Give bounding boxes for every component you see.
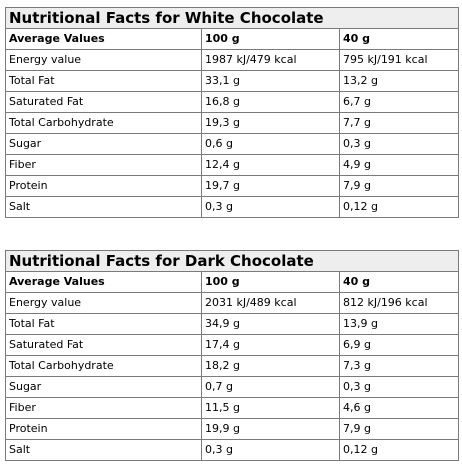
table-row: Energy value 1987 kJ/479 kcal 795 kJ/191… <box>5 49 459 71</box>
nutrient-name: Energy value <box>5 292 202 314</box>
table-row: Total Carbohydrate 19,3 g 7,7 g <box>5 112 459 134</box>
value-per-40g: 7,9 g <box>339 175 459 197</box>
value-per-100g: 19,7 g <box>201 175 340 197</box>
value-per-100g: 19,9 g <box>201 418 340 440</box>
value-per-40g: 0,3 g <box>338 376 460 398</box>
value-per-100g: 12,4 g <box>201 154 340 176</box>
value-per-100g: 0,3 g <box>201 439 340 461</box>
value-per-100g: 0,6 g <box>201 133 340 155</box>
value-per-40g: 0,12 g <box>338 439 460 461</box>
nutrient-name: Total Carbohydrate <box>5 355 202 377</box>
value-per-40g: 812 kJ/196 kcal <box>338 292 460 314</box>
table-row: Sugar 0,6 g 0,3 g <box>5 133 459 155</box>
white-chocolate-nutrition-table: Nutritional Facts for White Chocolate Av… <box>5 7 459 218</box>
value-per-100g: 1987 kJ/479 kcal <box>201 49 340 71</box>
value-per-100g: 0,3 g <box>201 196 340 218</box>
nutrient-name: Total Fat <box>5 313 202 335</box>
value-per-40g: 4,6 g <box>338 397 460 419</box>
table-header-row: Average Values 100 g 40 g <box>5 271 460 293</box>
value-per-100g: 34,9 g <box>201 313 340 335</box>
value-per-100g: 0,7 g <box>201 376 340 398</box>
table-title-row: Nutritional Facts for Dark Chocolate <box>4 250 460 272</box>
table-row: Protein 19,9 g 7,9 g <box>5 418 460 440</box>
value-per-100g: 18,2 g <box>201 355 340 377</box>
value-per-40g: 7,9 g <box>338 418 460 440</box>
value-per-100g: 17,4 g <box>201 334 340 356</box>
table-title: Nutritional Facts for White Chocolate <box>5 7 459 29</box>
value-per-40g: 7,7 g <box>339 112 459 134</box>
nutrient-name: Fiber <box>5 397 202 419</box>
value-per-100g: 19,3 g <box>201 112 340 134</box>
table-header-row: Average Values 100 g 40 g <box>5 28 459 50</box>
value-per-40g: 13,2 g <box>339 70 459 92</box>
nutrient-name: Salt <box>5 196 202 218</box>
table-row: Salt 0,3 g 0,12 g <box>5 196 459 218</box>
nutrient-name: Sugar <box>5 133 202 155</box>
table-row: Saturated Fat 17,4 g 6,9 g <box>5 334 460 356</box>
table-title-row: Nutritional Facts for White Chocolate <box>5 7 459 29</box>
nutrient-name: Total Fat <box>5 70 202 92</box>
table-row: Salt 0,3 g 0,12 g <box>5 439 460 461</box>
value-per-40g: 0,12 g <box>339 196 459 218</box>
column-header-per-100g: 100 g <box>201 28 340 50</box>
table-row: Sugar 0,7 g 0,3 g <box>5 376 460 398</box>
value-per-40g: 6,9 g <box>338 334 460 356</box>
nutrient-name: Total Carbohydrate <box>5 112 202 134</box>
value-per-100g: 11,5 g <box>201 397 340 419</box>
value-per-40g: 6,7 g <box>339 91 459 113</box>
value-per-100g: 16,8 g <box>201 91 340 113</box>
nutrient-name: Saturated Fat <box>5 334 202 356</box>
column-header-per-40g: 40 g <box>339 28 459 50</box>
value-per-40g: 0,3 g <box>339 133 459 155</box>
table-row: Protein 19,7 g 7,9 g <box>5 175 459 197</box>
table-row: Saturated Fat 16,8 g 6,7 g <box>5 91 459 113</box>
table-row: Fiber 12,4 g 4,9 g <box>5 154 459 176</box>
nutrient-name: Protein <box>5 175 202 197</box>
value-per-100g: 33,1 g <box>201 70 340 92</box>
nutrient-name: Saturated Fat <box>5 91 202 113</box>
value-per-100g: 2031 kJ/489 kcal <box>201 292 340 314</box>
value-per-40g: 4,9 g <box>339 154 459 176</box>
nutrient-name: Fiber <box>5 154 202 176</box>
column-header-per-100g: 100 g <box>201 271 340 293</box>
table-row: Total Fat 33,1 g 13,2 g <box>5 70 459 92</box>
value-per-40g: 795 kJ/191 kcal <box>339 49 459 71</box>
nutrient-name: Sugar <box>5 376 202 398</box>
nutrient-name: Salt <box>5 439 202 461</box>
table-row: Energy value 2031 kJ/489 kcal 812 kJ/196… <box>5 292 460 314</box>
table-title: Nutritional Facts for Dark Chocolate <box>4 250 460 272</box>
column-header-per-40g: 40 g <box>338 271 460 293</box>
nutrient-name: Protein <box>5 418 202 440</box>
dark-chocolate-nutrition-table: Nutritional Facts for Dark Chocolate Ave… <box>4 250 460 461</box>
table-row: Total Fat 34,9 g 13,9 g <box>5 313 460 335</box>
value-per-40g: 7,3 g <box>338 355 460 377</box>
table-row: Fiber 11,5 g 4,6 g <box>5 397 460 419</box>
table-row: Total Carbohydrate 18,2 g 7,3 g <box>5 355 460 377</box>
column-header-nutrient: Average Values <box>5 28 202 50</box>
nutrient-name: Energy value <box>5 49 202 71</box>
value-per-40g: 13,9 g <box>338 313 460 335</box>
column-header-nutrient: Average Values <box>5 271 202 293</box>
